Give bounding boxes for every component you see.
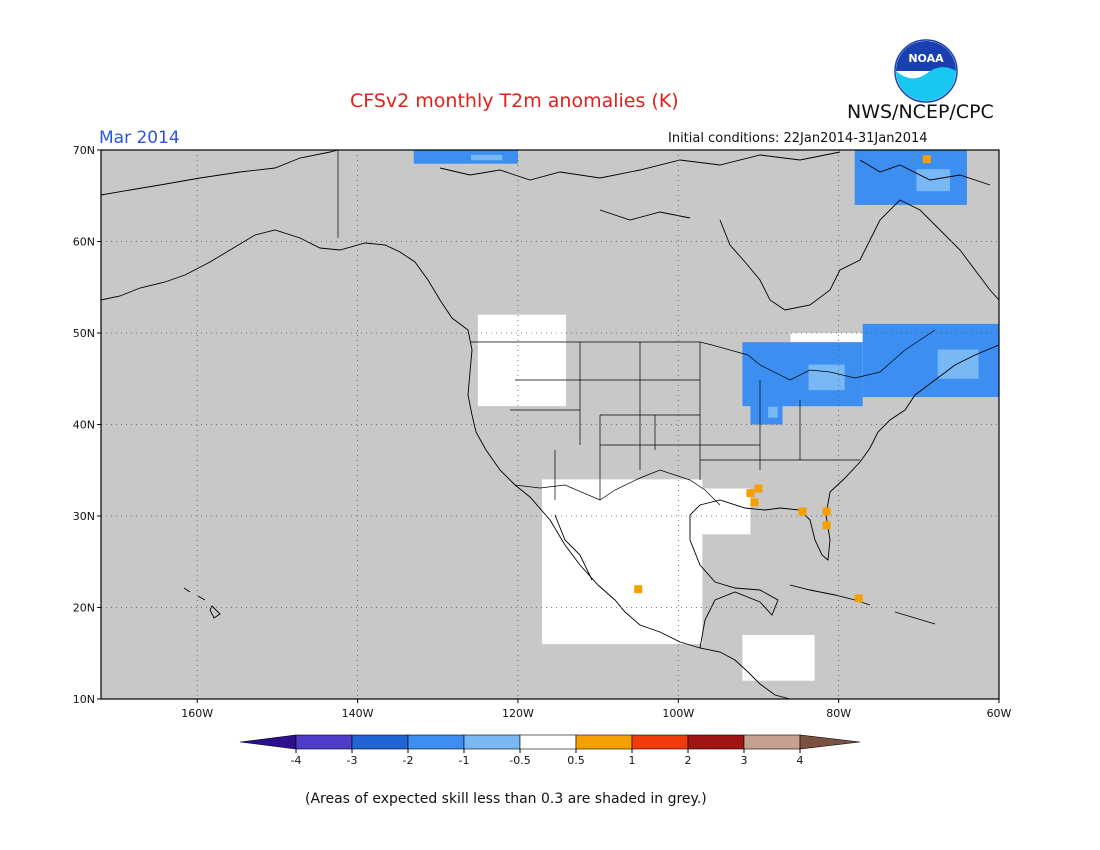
colorbar-segment-1 bbox=[295, 734, 353, 750]
initial-conditions: Initial conditions: 22Jan2014-31Jan2014 bbox=[668, 131, 928, 146]
warm-spot-5 bbox=[822, 521, 831, 530]
lon-label-60W: 60W bbox=[987, 707, 1012, 720]
latitude-labels: 70N 60N 50N 40N 30N 20N 10N bbox=[73, 144, 101, 706]
coastlines bbox=[100, 149, 1000, 700]
warm-spot-1 bbox=[746, 489, 755, 498]
colorbar-label-4: -0.5 bbox=[509, 754, 530, 767]
colorbar-segment-2 bbox=[351, 734, 409, 750]
colorbar-arrow-right bbox=[799, 734, 861, 750]
colorbar-label-8: 3 bbox=[741, 754, 748, 767]
anomaly-light-great-lakes-negative bbox=[808, 364, 845, 391]
white-area-southern-texas bbox=[638, 488, 751, 535]
colorbar-segment-3 bbox=[407, 734, 465, 750]
forecast-month: Mar 2014 bbox=[99, 128, 180, 148]
agency-label: NWS/NCEP/CPC bbox=[847, 101, 994, 123]
colorbar-label-2: -2 bbox=[403, 754, 414, 767]
coastline-arctic bbox=[439, 151, 991, 221]
colorbar-segment-4 bbox=[463, 734, 521, 750]
colorbar-label-6: 1 bbox=[629, 754, 636, 767]
border-states bbox=[510, 342, 860, 500]
anomaly-light-greenland-negative bbox=[916, 169, 951, 192]
logo-text: NOAA bbox=[908, 52, 944, 65]
colorbar-label-0: -4 bbox=[291, 754, 302, 767]
lat-label-70N: 70N bbox=[73, 144, 95, 157]
lat-label-10N: 10N bbox=[73, 693, 95, 706]
warm-spot-4 bbox=[822, 507, 831, 516]
warm-spot-6 bbox=[634, 585, 643, 594]
warm-anomaly-spots bbox=[634, 155, 931, 603]
longitude-labels: 160W 140W 120W 100W 80W 60W bbox=[181, 699, 1012, 720]
coastline-alaska bbox=[100, 149, 469, 331]
lon-label-160W: 160W bbox=[181, 707, 213, 720]
anomaly-light-midwest-negative bbox=[768, 406, 778, 418]
coastline-west bbox=[467, 329, 791, 700]
lat-label-20N: 20N bbox=[73, 602, 95, 615]
lat-label-30N: 30N bbox=[73, 510, 95, 523]
colorbar-segment-7 bbox=[631, 734, 689, 750]
colorbar-label-9: 4 bbox=[797, 754, 804, 767]
border-us-mexico bbox=[514, 469, 721, 506]
coastline-hudson bbox=[719, 199, 1000, 311]
colorbar-arrow-left bbox=[239, 734, 297, 750]
coastline-hawaii bbox=[183, 587, 221, 619]
colorbar-label-3: -1 bbox=[459, 754, 470, 767]
anomaly-light-arctic-coast-negative bbox=[471, 154, 503, 161]
warm-spot-3 bbox=[798, 507, 807, 516]
colorbar-label-7: 2 bbox=[685, 754, 692, 767]
colorbar-segment-5 bbox=[519, 734, 577, 750]
lon-label-120W: 120W bbox=[502, 707, 534, 720]
lat-label-60N: 60N bbox=[73, 236, 95, 249]
warm-spot-7 bbox=[854, 594, 863, 603]
lon-label-100W: 100W bbox=[662, 707, 694, 720]
colorbar-segment-8 bbox=[687, 734, 745, 750]
white-area-pacific-northwest bbox=[477, 314, 567, 407]
colorbar-label-5: 0.5 bbox=[567, 754, 585, 767]
noaa-logo: NOAA bbox=[894, 39, 958, 103]
skill-footnote: (Areas of expected skill less than 0.3 a… bbox=[305, 791, 707, 807]
white-area-central-america bbox=[742, 634, 815, 681]
warm-spot-0 bbox=[750, 498, 759, 507]
warm-spot-8 bbox=[922, 155, 931, 164]
lon-label-140W: 140W bbox=[342, 707, 374, 720]
anomaly-light-eastern-canada-negative bbox=[937, 349, 979, 379]
map-frame: 70N 60N 50N 40N 30N 20N 10N 160W 140W 120W 100W 80… bbox=[73, 144, 1012, 720]
border-canada-us bbox=[470, 329, 936, 381]
political-borders bbox=[337, 150, 936, 506]
warm-spot-2 bbox=[754, 484, 763, 493]
colorbar-segment-9 bbox=[743, 734, 801, 750]
lat-label-40N: 40N bbox=[73, 419, 95, 432]
anomaly-great-lakes-negative bbox=[742, 342, 863, 407]
colorbar-segment-6 bbox=[575, 734, 633, 750]
anomaly-areas bbox=[413, 150, 999, 425]
colorbar-label-1: -3 bbox=[347, 754, 358, 767]
lat-label-50N: 50N bbox=[73, 327, 95, 340]
lon-label-80W: 80W bbox=[826, 707, 851, 720]
colorbar: -4 -3 -2 -1 -0.5 0.5 1 2 3 4 bbox=[239, 734, 861, 767]
chart-title: CFSv2 monthly T2m anomalies (K) bbox=[350, 90, 679, 112]
